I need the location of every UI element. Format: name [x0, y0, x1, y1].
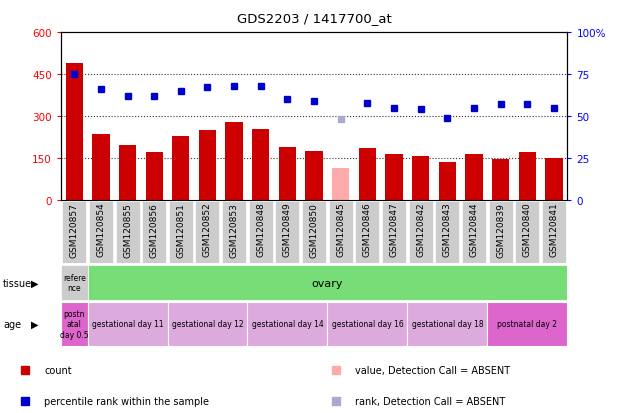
Text: GSM120842: GSM120842: [416, 202, 425, 257]
Text: gestational day 14: gestational day 14: [251, 320, 323, 329]
Bar: [199, 131, 216, 200]
Bar: [328, 302, 408, 346]
FancyBboxPatch shape: [355, 202, 379, 263]
Bar: [412, 157, 429, 200]
Text: GSM120851: GSM120851: [176, 202, 185, 257]
FancyBboxPatch shape: [435, 202, 460, 263]
FancyBboxPatch shape: [115, 202, 140, 263]
Bar: [332, 168, 349, 200]
Bar: [65, 64, 83, 200]
Text: GSM120839: GSM120839: [496, 202, 505, 257]
Bar: [92, 135, 110, 200]
Bar: [438, 163, 456, 200]
Bar: [408, 302, 487, 346]
FancyBboxPatch shape: [169, 202, 193, 263]
Bar: [279, 147, 296, 200]
Bar: [61, 302, 88, 346]
Text: GSM120854: GSM120854: [96, 202, 105, 257]
Bar: [146, 153, 163, 200]
Text: GSM120849: GSM120849: [283, 202, 292, 257]
Bar: [167, 302, 247, 346]
FancyBboxPatch shape: [196, 202, 219, 263]
Text: GSM120843: GSM120843: [443, 202, 452, 257]
Text: postnatal day 2: postnatal day 2: [497, 320, 557, 329]
Text: ▶: ▶: [31, 319, 38, 329]
FancyBboxPatch shape: [276, 202, 299, 263]
Bar: [247, 302, 328, 346]
Text: GSM120841: GSM120841: [549, 202, 558, 257]
Text: GSM120844: GSM120844: [469, 202, 478, 257]
Bar: [305, 152, 323, 200]
Bar: [88, 302, 167, 346]
FancyBboxPatch shape: [515, 202, 539, 263]
Text: GSM120845: GSM120845: [337, 202, 345, 257]
Text: GSM120852: GSM120852: [203, 202, 212, 257]
Bar: [61, 265, 88, 301]
Bar: [492, 160, 510, 200]
Text: age: age: [3, 319, 21, 329]
Bar: [465, 154, 483, 200]
Text: GSM120847: GSM120847: [390, 202, 399, 257]
FancyBboxPatch shape: [409, 202, 433, 263]
Bar: [487, 302, 567, 346]
Text: postn
atal
day 0.5: postn atal day 0.5: [60, 309, 88, 339]
Bar: [519, 153, 536, 200]
Text: gestational day 11: gestational day 11: [92, 320, 163, 329]
Text: GSM120853: GSM120853: [229, 202, 238, 257]
Text: GSM120850: GSM120850: [310, 202, 319, 257]
Text: value, Detection Call = ABSENT: value, Detection Call = ABSENT: [356, 365, 511, 375]
Bar: [545, 159, 563, 200]
Bar: [226, 122, 243, 200]
FancyBboxPatch shape: [488, 202, 513, 263]
Text: tissue: tissue: [3, 278, 32, 288]
FancyBboxPatch shape: [249, 202, 273, 263]
Text: GSM120846: GSM120846: [363, 202, 372, 257]
Text: ovary: ovary: [312, 278, 343, 288]
Text: GSM120857: GSM120857: [70, 202, 79, 257]
Bar: [119, 146, 136, 200]
Text: GSM120848: GSM120848: [256, 202, 265, 257]
FancyBboxPatch shape: [142, 202, 166, 263]
Text: gestational day 12: gestational day 12: [172, 320, 244, 329]
Text: gestational day 16: gestational day 16: [331, 320, 403, 329]
Text: count: count: [44, 365, 72, 375]
Bar: [385, 154, 403, 200]
FancyBboxPatch shape: [89, 202, 113, 263]
FancyBboxPatch shape: [382, 202, 406, 263]
Text: GSM120856: GSM120856: [150, 202, 159, 257]
Text: gestational day 18: gestational day 18: [412, 320, 483, 329]
FancyBboxPatch shape: [542, 202, 566, 263]
Bar: [359, 149, 376, 200]
Text: percentile rank within the sample: percentile rank within the sample: [44, 396, 210, 406]
Text: GSM120855: GSM120855: [123, 202, 132, 257]
FancyBboxPatch shape: [462, 202, 486, 263]
Text: rank, Detection Call = ABSENT: rank, Detection Call = ABSENT: [356, 396, 506, 406]
Bar: [252, 129, 269, 200]
Text: ▶: ▶: [31, 278, 38, 288]
Text: GDS2203 / 1417700_at: GDS2203 / 1417700_at: [237, 12, 392, 25]
FancyBboxPatch shape: [302, 202, 326, 263]
FancyBboxPatch shape: [222, 202, 246, 263]
FancyBboxPatch shape: [62, 202, 86, 263]
FancyBboxPatch shape: [329, 202, 353, 263]
Text: refere
nce: refere nce: [63, 273, 86, 292]
Text: GSM120840: GSM120840: [523, 202, 532, 257]
Bar: [172, 136, 190, 200]
